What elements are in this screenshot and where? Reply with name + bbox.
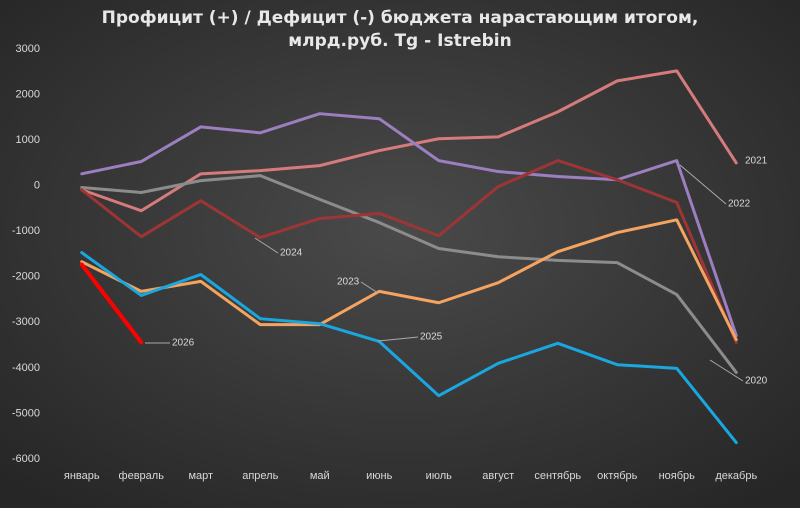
y-tick-label: -6000: [12, 453, 40, 465]
y-tick-label: -4000: [12, 362, 40, 374]
series-line: [80, 174, 738, 374]
x-tick-label: июнь: [366, 470, 392, 482]
leader-line: [679, 164, 727, 205]
y-tick-label: 0: [34, 180, 40, 192]
x-tick-label: ноябрь: [659, 470, 696, 482]
x-tick-label: март: [188, 470, 213, 482]
series-label: 2023: [337, 277, 360, 288]
series-line: [80, 251, 738, 445]
series-line: [80, 159, 738, 344]
series-label: 2021: [745, 156, 768, 167]
x-tick-label: май: [310, 470, 330, 482]
x-tick-label: апрель: [242, 470, 278, 482]
chart-title: млрд.руб. Tg - Istrebin: [288, 31, 511, 51]
x-tick-label: январь: [64, 470, 100, 482]
y-tick-label: -5000: [12, 407, 40, 419]
y-tick-label: -3000: [12, 316, 40, 328]
x-tick-label: сентябрь: [534, 470, 581, 482]
series-label: 2024: [280, 248, 303, 259]
leader-line: [254, 237, 279, 254]
series-label: 2022: [728, 199, 751, 210]
series-line: [80, 69, 738, 213]
x-tick-label: июль: [426, 470, 453, 482]
leader-line: [709, 359, 744, 382]
y-tick-label: 2000: [16, 88, 40, 100]
series-label: 2020: [745, 376, 768, 387]
y-tick-label: -1000: [12, 225, 40, 237]
series-label: 2025: [420, 332, 443, 343]
y-tick-label: 3000: [16, 43, 40, 55]
x-tick-label: август: [482, 470, 514, 482]
leader-line: [360, 281, 379, 294]
y-tick-label: -2000: [12, 271, 40, 283]
leader-line: [377, 336, 419, 342]
series-line: [80, 112, 738, 338]
chart-title: Профицит (+) / Дефицит (-) бюджета нарас…: [102, 8, 699, 28]
series-line: [79, 262, 144, 345]
series-label: 2026: [172, 338, 195, 349]
x-tick-label: октябрь: [597, 470, 637, 482]
x-tick-label: декабрь: [715, 470, 757, 482]
series-line: [80, 218, 738, 342]
y-tick-label: 1000: [16, 134, 40, 146]
x-tick-label: февраль: [119, 470, 165, 482]
